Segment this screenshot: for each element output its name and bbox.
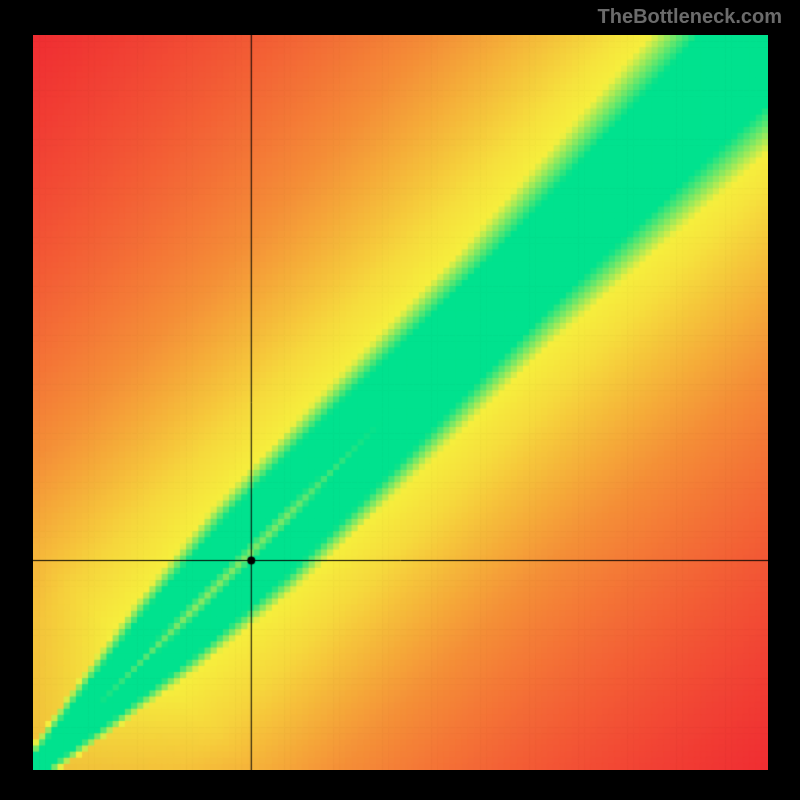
heatmap-canvas xyxy=(33,35,768,770)
watermark-text: TheBottleneck.com xyxy=(598,6,782,29)
chart-container: TheBottleneck.com xyxy=(0,0,800,800)
plot-area xyxy=(33,35,768,770)
